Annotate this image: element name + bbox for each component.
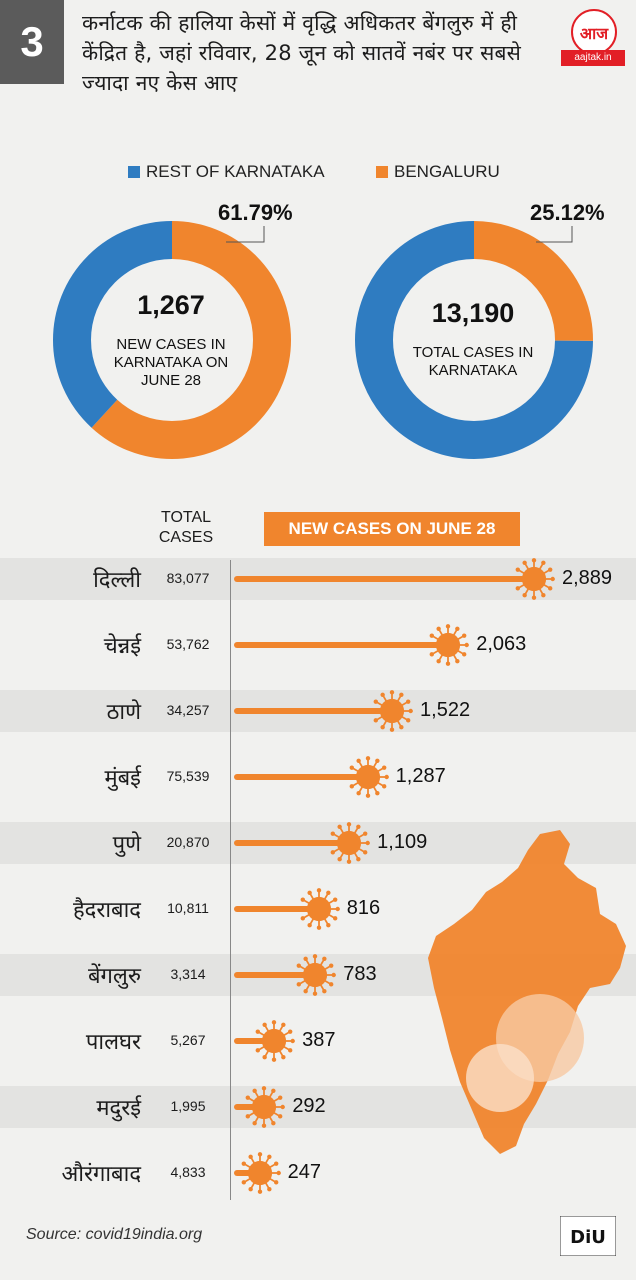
logo-url: aajtak.in bbox=[561, 50, 625, 66]
new-cases-value: 247 bbox=[287, 1161, 322, 1183]
bar bbox=[234, 972, 316, 978]
bar bbox=[234, 840, 350, 846]
bar bbox=[234, 642, 449, 648]
donut1-center-label: NEW CASES IN KARNATAKA ON JUNE 28 bbox=[113, 336, 229, 389]
new-cases-value: 2,063 bbox=[476, 633, 527, 655]
donut2-center-label: TOTAL CASES IN KARNATAKA bbox=[412, 344, 534, 379]
column-header-new-cases: NEW CASES ON JUNE 28 bbox=[264, 512, 520, 546]
city-label: पुणे bbox=[112, 832, 141, 857]
donut1-callout-line bbox=[226, 226, 265, 243]
city-label: बेंगलुरु bbox=[87, 964, 141, 989]
new-cases-value: 1,109 bbox=[377, 831, 428, 853]
donut1-bengaluru-percent: 61.79% bbox=[218, 200, 293, 225]
diu-logo-text: DiU bbox=[570, 1227, 606, 1248]
table-row bbox=[0, 1152, 636, 1194]
city-label: ठाणे bbox=[106, 700, 141, 725]
city-label: औरंगाबाद bbox=[61, 1162, 141, 1187]
karnataka-map-icon bbox=[428, 830, 626, 1154]
new-cases-value: 783 bbox=[343, 963, 377, 985]
city-label: मदुरई bbox=[96, 1096, 141, 1121]
virus-icon bbox=[297, 888, 340, 930]
new-cases-value: 387 bbox=[302, 1029, 336, 1051]
total-cases-value: 10,811 bbox=[167, 900, 209, 916]
total-cases-value: 53,762 bbox=[166, 636, 210, 652]
legend-swatch-rest bbox=[128, 166, 140, 178]
new-cases-value: 1,522 bbox=[420, 699, 471, 721]
total-cases-value: 34,257 bbox=[166, 702, 210, 718]
legend-swatch-bengaluru bbox=[376, 166, 388, 178]
column-header-total-cases: TOTAL CASES bbox=[158, 509, 214, 546]
legend-item-rest: REST OF KARNATAKA bbox=[128, 162, 325, 182]
city-label: पालघर bbox=[85, 1030, 141, 1055]
total-cases-value: 3,314 bbox=[170, 966, 206, 982]
virus-icon bbox=[238, 1152, 281, 1194]
virus-icon bbox=[328, 822, 371, 864]
svg-text:आज: आज bbox=[580, 24, 609, 43]
virus-icon bbox=[427, 624, 470, 666]
total-cases-value: 75,539 bbox=[166, 768, 210, 784]
donut1-slice-rest bbox=[53, 221, 291, 459]
legend-label-rest: REST OF KARNATAKA bbox=[146, 162, 325, 181]
column-divider bbox=[230, 560, 231, 1200]
headline: कर्नाटक की हालिया केसों में वृद्धि अधिकत… bbox=[82, 11, 522, 95]
legend-label-bengaluru: BENGALURU bbox=[394, 162, 500, 181]
new-cases-value: 1,287 bbox=[395, 765, 446, 787]
total-cases-value: 5,267 bbox=[170, 1032, 206, 1048]
bar bbox=[234, 774, 368, 780]
total-cases-value: 83,077 bbox=[166, 570, 210, 586]
city-label: मुंबई bbox=[104, 766, 141, 791]
new-cases-value: 292 bbox=[292, 1095, 326, 1117]
virus-icon bbox=[253, 1020, 296, 1062]
bar bbox=[234, 708, 393, 714]
legend-item-bengaluru: BENGALURU bbox=[376, 162, 500, 182]
virus-icon bbox=[294, 954, 337, 996]
donut-chart-new-cases bbox=[53, 221, 291, 459]
donut2-callout-line bbox=[536, 226, 573, 243]
diu-logo: DiU bbox=[560, 1216, 616, 1256]
new-cases-value: 816 bbox=[346, 897, 381, 919]
total-cases-value: 1,995 bbox=[170, 1098, 206, 1114]
new-cases-value: 2,889 bbox=[562, 567, 613, 589]
total-cases-value: 4,833 bbox=[170, 1164, 206, 1180]
virus-icon bbox=[371, 690, 413, 732]
source-note: Source: covid19india.org bbox=[26, 1226, 203, 1243]
donut2-bengaluru-percent: 25.12% bbox=[530, 200, 605, 225]
city-label: दिल्ली bbox=[93, 568, 141, 593]
donut1-center-value: 1,267 bbox=[137, 290, 205, 320]
virus-icon bbox=[513, 558, 555, 600]
bar bbox=[234, 906, 319, 912]
section-number-badge: 3 bbox=[0, 0, 64, 84]
virus-icon bbox=[346, 756, 389, 798]
donut2-center-value: 13,190 bbox=[431, 298, 515, 328]
bar bbox=[234, 576, 534, 582]
city-label: हैदराबाद bbox=[72, 898, 141, 923]
total-cases-value: 20,870 bbox=[166, 834, 210, 850]
virus-icon bbox=[243, 1086, 286, 1128]
donut2-slice-rest bbox=[355, 221, 593, 459]
donut-chart-total-cases bbox=[355, 221, 593, 459]
city-label: चेन्नई bbox=[103, 634, 141, 659]
aajtak-logo: आज bbox=[571, 9, 617, 55]
